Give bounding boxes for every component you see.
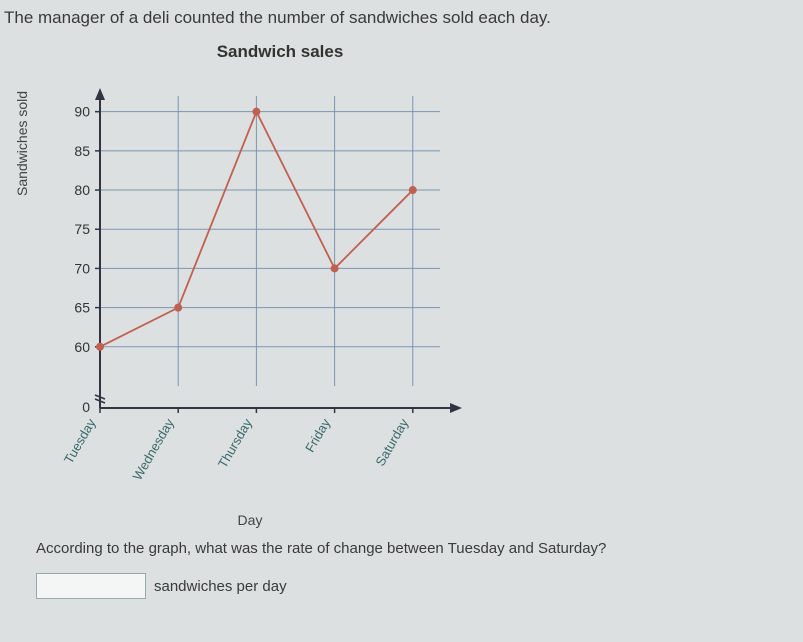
svg-text:80: 80 [74, 182, 90, 198]
svg-text:Friday: Friday [302, 416, 333, 455]
svg-text:90: 90 [74, 104, 90, 120]
svg-text:0: 0 [82, 399, 90, 415]
prompt-text: The manager of a deli counted the number… [0, 8, 803, 36]
question-text: According to the graph, what was the rat… [0, 496, 803, 567]
answer-unit: sandwiches per day [154, 578, 287, 595]
svg-text:Saturday: Saturday [372, 416, 411, 469]
svg-text:70: 70 [74, 260, 90, 276]
chart-title: Sandwich sales [60, 36, 500, 76]
svg-text:Wednesday: Wednesday [130, 416, 177, 483]
chart-svg: 60 65 70 75 80 85 90 0Tuesday Wednesday Thursday F… [20, 76, 480, 496]
svg-text:85: 85 [74, 143, 90, 159]
svg-text:60: 60 [74, 339, 90, 355]
answer-row: sandwiches per day [0, 567, 803, 599]
y-axis-label: Sandwiches sold [14, 91, 30, 196]
svg-text:65: 65 [74, 300, 90, 316]
svg-text:75: 75 [74, 221, 90, 237]
svg-text:Tuesday: Tuesday [61, 416, 99, 467]
svg-text:Thursday: Thursday [215, 416, 255, 471]
line-chart: Sandwiches sold 606570758085900TuesdayWe… [20, 76, 480, 496]
x-axis-label: Day [20, 512, 480, 528]
answer-input[interactable] [36, 573, 146, 599]
